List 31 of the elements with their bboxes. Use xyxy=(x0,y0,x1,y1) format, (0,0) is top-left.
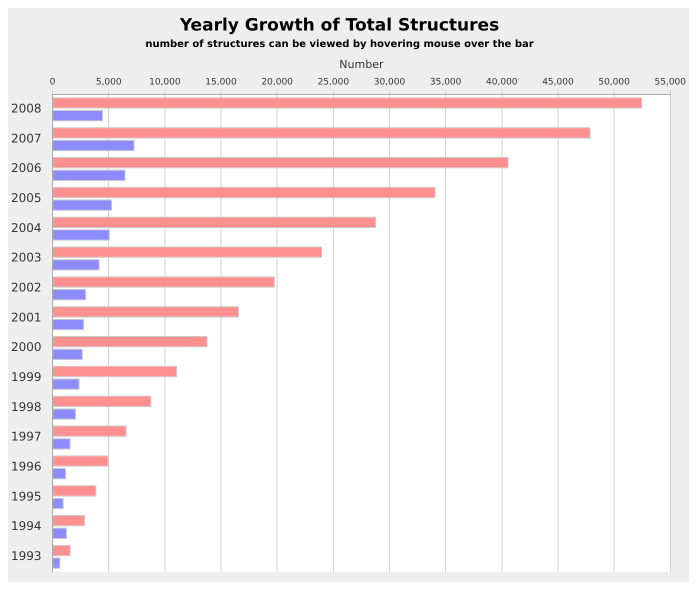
y-tick-label: 2006 xyxy=(10,161,42,176)
y-tick-label: 1995 xyxy=(10,489,42,504)
x-tick-label: 5,000 xyxy=(96,77,122,88)
x-tick-label: 25,000 xyxy=(318,77,350,88)
y-tick-label: 2003 xyxy=(10,250,42,265)
x-tick-label: 35,000 xyxy=(430,77,462,88)
x-tick-label: 10,000 xyxy=(149,77,181,88)
y-tick-label: 1998 xyxy=(10,400,42,414)
chart-title: Yearly Growth of Total Structures xyxy=(178,16,500,36)
y-tick-label: 1997 xyxy=(10,430,42,444)
y-tick-label: 1994 xyxy=(10,519,42,534)
x-tick-label: 0 xyxy=(50,77,56,88)
x-tick-label: 40,000 xyxy=(486,77,518,88)
chart-subtitle: number of structures can be viewed by hovering mouse over the bar xyxy=(145,38,534,50)
y-tick-label: 2000 xyxy=(10,340,42,354)
y-tick-label: 2001 xyxy=(10,310,42,324)
x-tick-label: 50,000 xyxy=(598,77,630,88)
x-tick-label: 20,000 xyxy=(261,77,294,88)
y-tick-label: 1993 xyxy=(10,549,42,564)
y-tick-label: 1999 xyxy=(10,370,42,384)
x-tick-label: 45,000 xyxy=(542,77,574,88)
y-tick-label: 2005 xyxy=(10,190,42,205)
y-tick-label: 2004 xyxy=(10,220,42,235)
y-tick-label: 2008 xyxy=(10,101,42,116)
y-tick-label: 2002 xyxy=(10,280,42,294)
y-tick-label: 2007 xyxy=(10,131,42,146)
x-axis-title: Number xyxy=(339,58,384,71)
x-tick-label: 55,000 xyxy=(654,77,686,88)
y-tick-label: 1996 xyxy=(10,459,42,474)
x-tick-label: 15,000 xyxy=(205,77,238,88)
x-tick-label: 30,000 xyxy=(374,77,406,88)
